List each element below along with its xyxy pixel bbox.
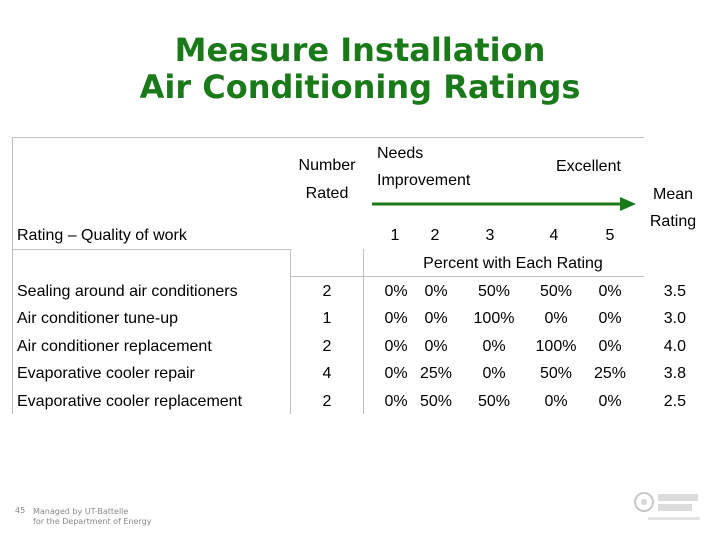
row-number-rated: 1 xyxy=(322,310,332,327)
row-mean: 2.5 xyxy=(663,393,686,410)
row-label: Air conditioner tune-up xyxy=(17,310,178,327)
row-pct-2: 25% xyxy=(419,365,453,382)
row-pct-4: 0% xyxy=(544,393,568,410)
row-pct-5: 0% xyxy=(598,283,622,300)
row-number-rated: 2 xyxy=(322,283,332,300)
number-rated-header-1: Number xyxy=(298,157,356,174)
percent-caption: Percent with Each Rating xyxy=(423,255,603,272)
title-line-2: Air Conditioning Ratings xyxy=(139,68,581,106)
number-column-divider xyxy=(290,249,291,414)
footer-credit-line-1: Managed by UT-Battelle xyxy=(33,507,129,516)
scale-4: 4 xyxy=(549,227,559,244)
row-pct-2: 0% xyxy=(424,283,448,300)
row-pct-3: 0% xyxy=(482,365,506,382)
number-rated-header-2: Rated xyxy=(305,185,349,202)
row-number-rated: 4 xyxy=(322,365,332,382)
row-label: Evaporative cooler repair xyxy=(17,365,195,382)
row-label: Evaporative cooler replacement xyxy=(17,393,243,410)
row-pct-1: 0% xyxy=(384,365,408,382)
title-line-1: Measure Installation xyxy=(174,31,546,69)
footer-credit-line-2: for the Department of Energy xyxy=(33,517,152,526)
row-label: Sealing around air conditioners xyxy=(17,283,238,300)
row-number-rated: 2 xyxy=(322,393,332,410)
row-pct-4: 50% xyxy=(539,283,573,300)
ornl-logo-icon xyxy=(634,492,700,520)
scale-3: 3 xyxy=(485,227,495,244)
scale-1: 1 xyxy=(390,227,400,244)
row-number-rated: 2 xyxy=(322,338,332,355)
scale-5: 5 xyxy=(605,227,615,244)
row-label: Air conditioner replacement xyxy=(17,338,212,355)
scale-2: 2 xyxy=(430,227,440,244)
row-pct-1: 0% xyxy=(384,283,408,300)
row-pct-3: 50% xyxy=(477,393,511,410)
excellent-header: Excellent xyxy=(556,158,621,175)
row-mean: 3.8 xyxy=(663,365,686,382)
row-pct-2: 0% xyxy=(424,310,448,327)
row-pct-5: 0% xyxy=(598,338,622,355)
row-pct-3: 100% xyxy=(473,310,515,327)
page-number: 45 xyxy=(15,506,26,515)
row-pct-1: 0% xyxy=(384,393,408,410)
row-pct-2: 0% xyxy=(424,338,448,355)
row-pct-3: 50% xyxy=(477,283,511,300)
row-pct-2: 50% xyxy=(419,393,453,410)
row-mean: 3.5 xyxy=(663,283,686,300)
row-pct-4: 0% xyxy=(544,310,568,327)
mean-rating-header-1: Mean xyxy=(652,186,694,203)
row-pct-4: 100% xyxy=(535,338,577,355)
row-pct-3: 0% xyxy=(482,338,506,355)
table-frame xyxy=(12,137,644,414)
rating-quality-label: Rating – Quality of work xyxy=(17,227,187,244)
header-divider xyxy=(12,249,290,250)
mean-rating-header-2: Rating xyxy=(649,213,697,230)
row-mean: 3.0 xyxy=(663,310,686,327)
row-pct-1: 0% xyxy=(384,310,408,327)
row-pct-5: 25% xyxy=(593,365,627,382)
row-pct-1: 0% xyxy=(384,338,408,355)
row-mean: 4.0 xyxy=(663,338,686,355)
scale-arrow-icon xyxy=(372,197,636,211)
row-pct-4: 50% xyxy=(539,365,573,382)
needs-improvement-header-1: Needs xyxy=(377,145,424,162)
row-pct-5: 0% xyxy=(598,310,622,327)
needs-improvement-header-2: Improvement xyxy=(377,172,471,189)
row-pct-5: 0% xyxy=(598,393,622,410)
percent-column-divider xyxy=(363,249,364,414)
percent-divider xyxy=(290,276,644,277)
